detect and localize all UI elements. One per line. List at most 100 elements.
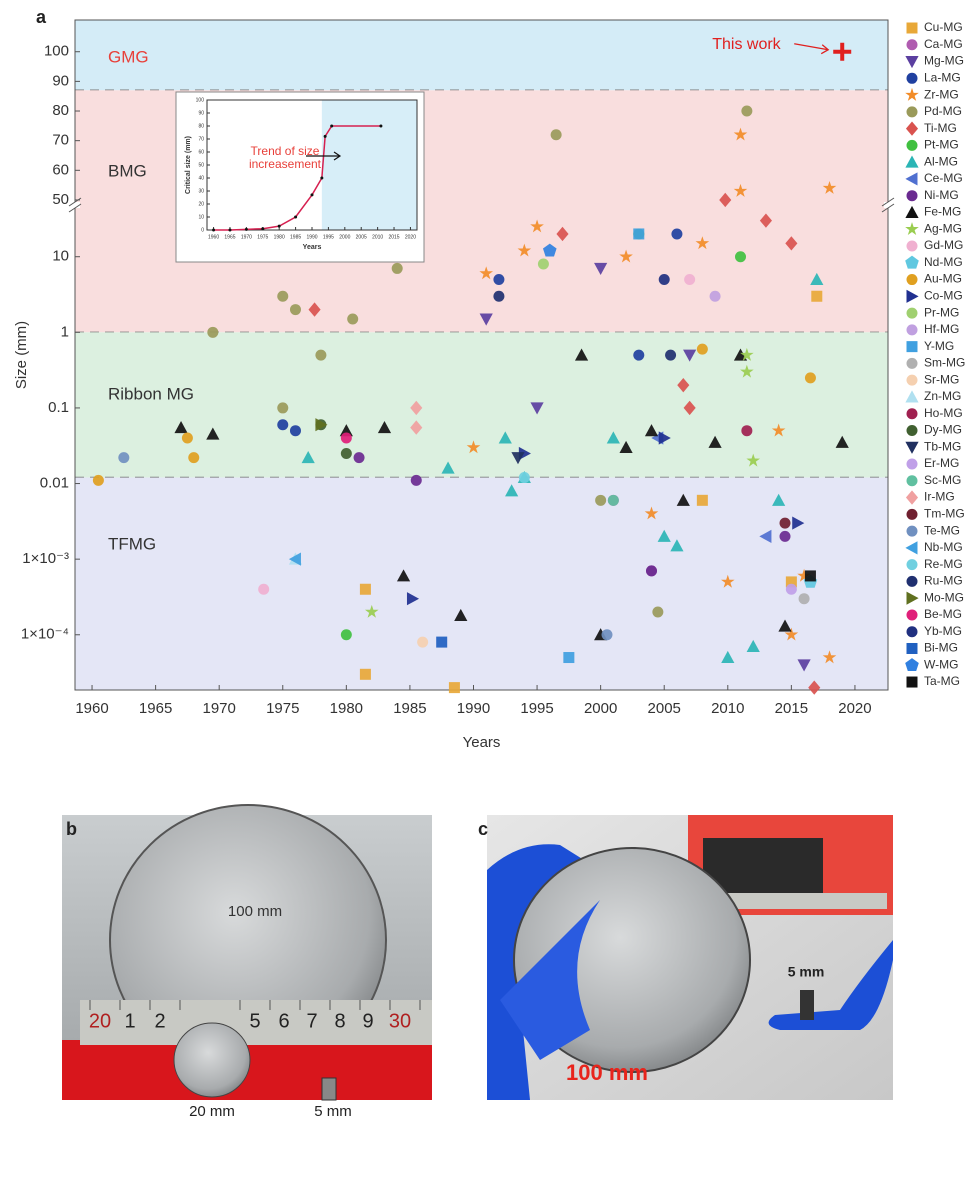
x-tick-label: 1985: [393, 700, 426, 717]
marker: [633, 350, 644, 361]
panel-label: b: [66, 819, 77, 839]
marker: [360, 584, 371, 595]
legend-marker: [907, 23, 918, 34]
y-tick-label: 1×10⁻⁴: [21, 626, 69, 643]
legend-marker: [907, 73, 918, 84]
legend-marker: [905, 156, 918, 168]
legend-label: Ca-MG: [924, 37, 963, 51]
inset-point: [245, 228, 248, 231]
marker: [118, 452, 129, 463]
ruler-label: 7: [306, 1010, 317, 1032]
marker: [449, 682, 460, 693]
inset-point: [324, 135, 327, 138]
marker: [646, 565, 657, 576]
legend-label: Ti-MG: [924, 121, 957, 135]
marker: [347, 314, 358, 325]
marker: [277, 419, 288, 430]
panel-label: a: [36, 7, 47, 27]
marker: [697, 495, 708, 506]
photo-caption: 20 mm: [189, 1103, 235, 1120]
inset-point: [278, 225, 281, 228]
photo-caption: 5 mm: [788, 964, 825, 980]
marker: [697, 344, 708, 355]
marker: [93, 475, 104, 486]
legend-marker: [905, 256, 919, 269]
marker: [741, 425, 752, 436]
legend-label: Nd-MG: [924, 255, 963, 269]
scatter-chart: GMGBMGRibbon MGTFMG1×10⁻⁴1×10⁻³0.010.111…: [13, 20, 965, 751]
marker: [805, 372, 816, 383]
inset-y-tick-label: 70: [198, 136, 204, 142]
inset-x-label: Years: [303, 244, 322, 251]
legend-label: Re-MG: [924, 557, 963, 571]
x-tick-label: 2000: [584, 700, 617, 717]
marker: [665, 350, 676, 361]
legend-marker: [907, 39, 918, 50]
legend-label: Zr-MG: [924, 87, 959, 101]
marker: [290, 304, 301, 315]
inset-x-tick-label: 1990: [306, 234, 317, 240]
legend-marker: [907, 341, 918, 352]
y-tick-label: 70: [52, 132, 69, 149]
inset-point: [261, 227, 264, 230]
legend-marker: [907, 576, 918, 587]
y-tick-label: 50: [52, 191, 69, 208]
legend-marker: [905, 541, 917, 554]
inset-chart: 0102030405060708090100196019651970197519…: [176, 92, 424, 262]
x-tick-label: 1995: [520, 700, 553, 717]
marker: [519, 472, 530, 483]
inset-y-tick-label: 20: [198, 201, 204, 207]
x-tick-label: 1980: [330, 700, 363, 717]
legend-label: Sr-MG: [924, 372, 959, 386]
legend-label: Ce-MG: [924, 171, 963, 185]
marker: [341, 629, 352, 640]
x-tick-label: 2010: [711, 700, 744, 717]
region-label: TFMG: [108, 534, 156, 553]
legend-marker: [906, 121, 918, 135]
photo-caption: 100 mm: [566, 1060, 648, 1085]
marker: [799, 593, 810, 604]
inset-y-tick-label: 30: [198, 188, 204, 194]
ruler-label: 8: [334, 1010, 345, 1032]
inset-y-tick-label: 80: [198, 123, 204, 129]
inset-y-tick-label: 50: [198, 162, 204, 168]
legend-label: Sc-MG: [924, 473, 961, 487]
marker: [360, 669, 371, 680]
legend-marker: [907, 375, 918, 386]
figure: GMGBMGRibbon MGTFMG1×10⁻⁴1×10⁻³0.010.111…: [0, 0, 973, 1185]
ruler-label: 30: [389, 1010, 411, 1032]
legend-marker: [907, 425, 918, 436]
legend-marker: [907, 559, 918, 570]
inset-point: [320, 177, 323, 180]
legend-label: Zn-MG: [924, 389, 961, 403]
x-tick-label: 2020: [838, 700, 871, 717]
legend-marker: [907, 106, 918, 117]
marker: [315, 350, 326, 361]
marker: [341, 448, 352, 459]
legend-label: Al-MG: [924, 154, 958, 168]
x-tick-label: 1975: [266, 700, 299, 717]
ruler-label: 20: [89, 1010, 111, 1032]
legend-marker: [905, 222, 919, 235]
legend-label: Ho-MG: [924, 406, 963, 420]
legend-label: Y-MG: [924, 339, 954, 353]
inset-point: [379, 125, 382, 128]
marker: [411, 475, 422, 486]
marker: [392, 263, 403, 274]
y-tick-label: 1: [61, 323, 69, 340]
legend-label: Pt-MG: [924, 138, 959, 152]
y-tick-label: 80: [52, 102, 69, 119]
inset-point: [228, 229, 231, 232]
legend-marker: [907, 526, 918, 537]
region: [75, 478, 888, 690]
legend-marker: [907, 475, 918, 486]
region-label: Ribbon MG: [108, 384, 194, 403]
legend-label: Ta-MG: [924, 674, 960, 688]
marker: [354, 452, 365, 463]
legend-label: Ag-MG: [924, 221, 962, 235]
legend-label: Fe-MG: [924, 205, 961, 219]
marker: [659, 274, 670, 285]
marker: [786, 584, 797, 595]
y-tick-label: 100: [44, 43, 69, 60]
legend-label: Sm-MG: [924, 356, 965, 370]
